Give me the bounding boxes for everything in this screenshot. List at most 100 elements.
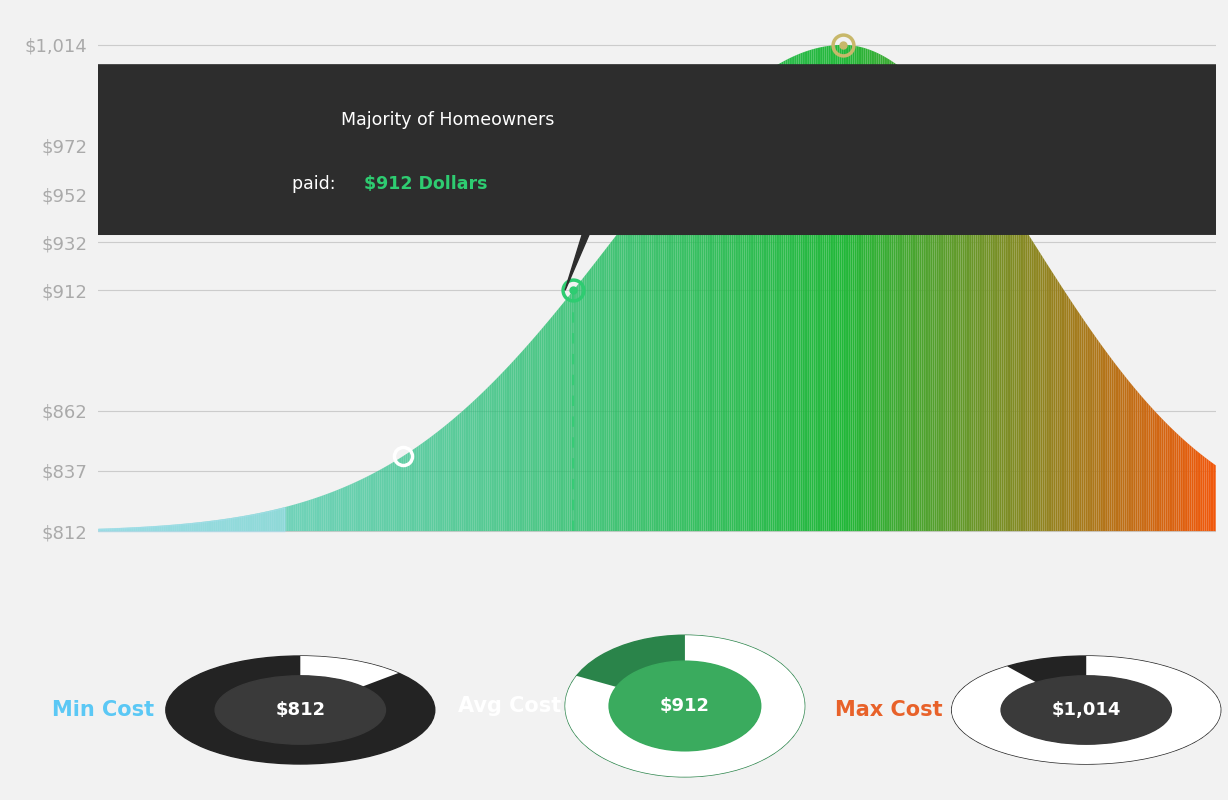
- Polygon shape: [1169, 426, 1172, 531]
- Polygon shape: [1082, 317, 1083, 531]
- Polygon shape: [553, 314, 555, 531]
- Polygon shape: [887, 58, 888, 531]
- Polygon shape: [1078, 311, 1079, 531]
- Polygon shape: [683, 150, 685, 531]
- Polygon shape: [1147, 402, 1148, 531]
- Polygon shape: [217, 520, 220, 531]
- Polygon shape: [192, 523, 193, 531]
- Polygon shape: [158, 526, 160, 531]
- Polygon shape: [545, 322, 548, 531]
- Polygon shape: [690, 141, 693, 531]
- Polygon shape: [398, 458, 400, 531]
- Polygon shape: [242, 516, 243, 531]
- Polygon shape: [808, 50, 809, 531]
- Polygon shape: [849, 45, 851, 531]
- Polygon shape: [715, 114, 717, 531]
- Polygon shape: [366, 476, 368, 531]
- Polygon shape: [216, 520, 217, 531]
- Polygon shape: [769, 69, 771, 531]
- Polygon shape: [823, 46, 825, 531]
- FancyBboxPatch shape: [0, 64, 1228, 235]
- Polygon shape: [1152, 409, 1154, 531]
- Polygon shape: [404, 454, 405, 531]
- Polygon shape: [829, 46, 830, 531]
- Polygon shape: [754, 79, 755, 531]
- Polygon shape: [571, 290, 573, 531]
- Circle shape: [215, 676, 386, 744]
- Polygon shape: [912, 77, 914, 531]
- Polygon shape: [1011, 207, 1013, 531]
- Polygon shape: [1121, 371, 1122, 531]
- Polygon shape: [257, 513, 258, 531]
- Polygon shape: [659, 178, 661, 531]
- Polygon shape: [651, 188, 653, 531]
- Polygon shape: [539, 329, 542, 531]
- Polygon shape: [1122, 374, 1125, 531]
- Polygon shape: [431, 435, 433, 531]
- Polygon shape: [185, 523, 188, 531]
- Polygon shape: [998, 186, 1000, 531]
- Polygon shape: [251, 514, 253, 531]
- Polygon shape: [469, 404, 470, 531]
- Polygon shape: [1018, 218, 1020, 531]
- Polygon shape: [1172, 428, 1173, 531]
- Text: $912 Dollars: $912 Dollars: [365, 175, 488, 194]
- Polygon shape: [923, 88, 925, 531]
- Polygon shape: [1094, 336, 1097, 531]
- Polygon shape: [635, 210, 636, 531]
- Polygon shape: [565, 126, 615, 290]
- Polygon shape: [266, 511, 268, 531]
- Polygon shape: [701, 128, 704, 531]
- Polygon shape: [508, 365, 510, 531]
- Polygon shape: [836, 45, 837, 531]
- Polygon shape: [181, 524, 182, 531]
- Polygon shape: [139, 527, 141, 531]
- Polygon shape: [1102, 346, 1104, 531]
- Polygon shape: [977, 156, 979, 531]
- Polygon shape: [285, 506, 286, 531]
- Polygon shape: [1043, 257, 1044, 531]
- Polygon shape: [440, 429, 441, 531]
- Polygon shape: [737, 94, 739, 531]
- Polygon shape: [602, 253, 603, 531]
- Polygon shape: [104, 529, 106, 531]
- Polygon shape: [664, 172, 667, 531]
- Polygon shape: [448, 422, 451, 531]
- Polygon shape: [454, 417, 456, 531]
- Polygon shape: [909, 74, 910, 531]
- Polygon shape: [1100, 343, 1102, 531]
- Polygon shape: [426, 439, 427, 531]
- Polygon shape: [535, 334, 538, 531]
- Polygon shape: [98, 529, 101, 531]
- Polygon shape: [1164, 420, 1165, 531]
- Polygon shape: [884, 57, 887, 531]
- Polygon shape: [840, 45, 841, 531]
- Polygon shape: [528, 342, 530, 531]
- Polygon shape: [650, 190, 651, 531]
- Polygon shape: [488, 386, 490, 531]
- Polygon shape: [1089, 328, 1090, 531]
- Polygon shape: [1067, 294, 1068, 531]
- Polygon shape: [1093, 333, 1094, 531]
- Polygon shape: [362, 478, 365, 531]
- Polygon shape: [343, 487, 344, 531]
- Polygon shape: [109, 528, 112, 531]
- Polygon shape: [986, 170, 989, 531]
- Polygon shape: [113, 528, 115, 531]
- Polygon shape: [1141, 396, 1143, 531]
- Polygon shape: [293, 504, 296, 531]
- Polygon shape: [766, 70, 769, 531]
- Polygon shape: [497, 377, 499, 531]
- Polygon shape: [474, 398, 476, 531]
- Polygon shape: [624, 224, 625, 531]
- Polygon shape: [705, 124, 707, 531]
- Polygon shape: [935, 100, 937, 531]
- Polygon shape: [314, 498, 316, 531]
- Polygon shape: [1074, 306, 1076, 531]
- Polygon shape: [804, 51, 806, 531]
- Polygon shape: [184, 524, 185, 531]
- Polygon shape: [740, 90, 743, 531]
- Polygon shape: [819, 47, 820, 531]
- Polygon shape: [308, 500, 311, 531]
- Polygon shape: [709, 120, 711, 531]
